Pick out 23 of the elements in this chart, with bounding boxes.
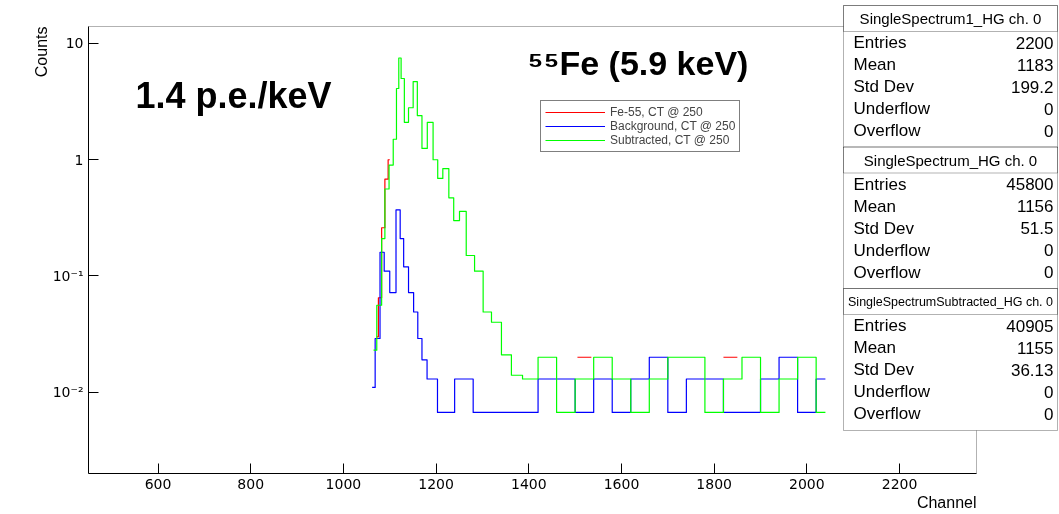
annotation: 1.4 p.e./keV <box>135 75 332 116</box>
y-tick-label: 10 <box>65 35 84 52</box>
text: SingleSpectrum1_HG ch. 0 Entries 2200 Mean 1183 Std Dev 199.2 Underflow 0 Overflow 0 <box>853 10 1054 141</box>
x-tick-label: 1000 <box>325 475 362 492</box>
y-axis-title: Counts <box>32 26 50 78</box>
x-axis-title: Channel <box>916 493 977 511</box>
y-tick-label: 10⁻² <box>52 384 84 401</box>
y-tick-label: 1 <box>74 151 84 168</box>
text: SingleSpectrumSubtracted_HG ch. 0 Entries 40905 Mean 1155 Std Dev 36.13 Underflow 0 Overflow 0 <box>848 294 1054 424</box>
legend-label: Subtracted, CT @ 250 <box>610 133 730 147</box>
x-tick-label: 2000 <box>789 475 825 492</box>
x-tick-label: 800 <box>237 475 265 492</box>
x-tick-label: 1400 <box>510 475 547 492</box>
x-tick-label: 1600 <box>603 475 640 492</box>
x-tick-label: 1200 <box>418 475 454 492</box>
x-tick-label: 2200 <box>881 475 918 492</box>
text: SingleSpectrum_HG ch. 0 Entries 45800 Mean 1156 Std Dev 51.5 Underflow 0 Overflow 0 <box>853 151 1054 282</box>
x-tick-label: 1800 <box>696 475 732 492</box>
x-tick-label: 600 <box>144 475 172 492</box>
legend-label: Background, CT @ 250 <box>610 119 736 133</box>
annotation: ⁵⁵Fe (5.9 keV) <box>527 43 749 82</box>
y-tick-label: 10⁻¹ <box>52 267 84 284</box>
legend-label: Fe-55, CT @ 250 <box>610 105 703 119</box>
